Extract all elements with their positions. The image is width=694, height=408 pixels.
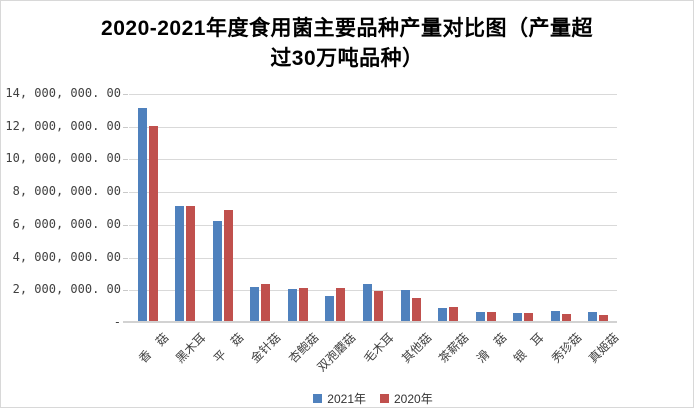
x-axis-tick-label: 银 耳: [510, 330, 547, 366]
gridline: [129, 225, 617, 226]
bar-2020年: [449, 307, 458, 321]
y-axis-tick-mark: [123, 290, 128, 291]
x-axis-tick-label: 茶薪菇: [435, 330, 472, 366]
gridline: [129, 159, 617, 160]
y-axis-tick-label: 6, 000, 000. 00: [12, 217, 121, 231]
x-axis-tick-label: 杏鲍菇: [285, 330, 322, 366]
bar-2021年: [213, 221, 222, 321]
bar-2020年: [336, 288, 345, 321]
legend-label: 2021年: [327, 392, 366, 406]
chart-title-line1: 2020-2021年度食用菌主要品种产量对比图（产量超: [101, 17, 593, 40]
legend-swatch-icon: [380, 394, 389, 403]
bar-2021年: [288, 289, 297, 321]
x-axis-tick-label: 平 菇: [210, 330, 247, 366]
bar-2020年: [149, 126, 158, 321]
x-axis-tick-label: 金针菇: [247, 330, 284, 366]
bar-2021年: [325, 296, 334, 321]
y-axis-tick-label: 14, 000, 000. 00: [5, 86, 121, 100]
y-axis-tick-label: -: [113, 315, 121, 329]
y-axis-tick-label: 10, 000, 000. 00: [5, 151, 121, 165]
bar-2021年: [401, 290, 410, 321]
x-axis-tick-label: 双孢蘑菇: [314, 330, 359, 375]
bar-2020年: [374, 291, 383, 321]
x-axis-tick-label: 其他菇: [398, 330, 435, 366]
bar-2021年: [175, 206, 184, 321]
bar-2021年: [250, 287, 259, 321]
bar-2021年: [438, 308, 447, 321]
y-axis-tick-label: 4, 000, 000. 00: [12, 250, 121, 264]
x-axis-tick-label: 黑木耳: [172, 330, 209, 366]
bar-2021年: [138, 108, 147, 321]
legend-label: 2020年: [394, 392, 433, 406]
y-axis-tick-mark: [123, 258, 128, 259]
y-axis-tick-mark: [123, 94, 128, 95]
bar-2020年: [599, 315, 608, 321]
x-axis-line: [123, 321, 617, 323]
y-axis-tick-label: 2, 000, 000. 00: [12, 282, 121, 296]
y-axis-tick-label: 8, 000, 000. 00: [12, 184, 121, 198]
bar-2021年: [513, 313, 522, 321]
plot-area: [123, 94, 617, 323]
bar-2020年: [299, 288, 308, 321]
x-axis-tick-label: 香 菇: [135, 330, 172, 366]
bar-2021年: [588, 312, 597, 321]
legend-item-2021年: 2021年: [313, 390, 366, 407]
y-axis-tick-mark: [123, 192, 128, 193]
bar-2020年: [186, 206, 195, 321]
y-axis-tick-label: 12, 000, 000. 00: [5, 119, 121, 133]
gridline: [129, 290, 617, 291]
gridline: [129, 94, 617, 95]
bar-2020年: [224, 210, 233, 321]
x-axis-tick-label: 毛木耳: [360, 330, 397, 366]
x-axis-tick-label: 秀珍菇: [548, 330, 585, 366]
y-axis-tick-mark: [123, 225, 128, 226]
y-axis-tick-mark: [123, 127, 128, 128]
y-axis-tick-mark: [123, 159, 128, 160]
gridline: [129, 192, 617, 193]
x-axis-tick-label: 真姬菇: [585, 330, 622, 366]
bar-2021年: [476, 312, 485, 321]
gridline: [129, 258, 617, 259]
legend-swatch-icon: [313, 394, 323, 403]
bar-2021年: [363, 284, 372, 321]
bar-2020年: [487, 312, 496, 321]
gridline: [129, 127, 617, 128]
bar-2021年: [551, 311, 560, 321]
x-axis-tick-label: 滑 菇: [473, 330, 510, 366]
bar-2020年: [562, 314, 571, 321]
chart-title-line2: 过30万吨品种）: [270, 47, 424, 70]
bar-2020年: [524, 313, 533, 321]
legend-item-2020年: 2020年: [380, 390, 433, 407]
bar-2020年: [412, 298, 421, 321]
chart-title: 2020-2021年度食用菌主要品种产量对比图（产量超 过30万吨品种）: [62, 14, 632, 74]
bar-2020年: [261, 284, 270, 321]
legend: 2021年 2020年: [129, 390, 617, 407]
